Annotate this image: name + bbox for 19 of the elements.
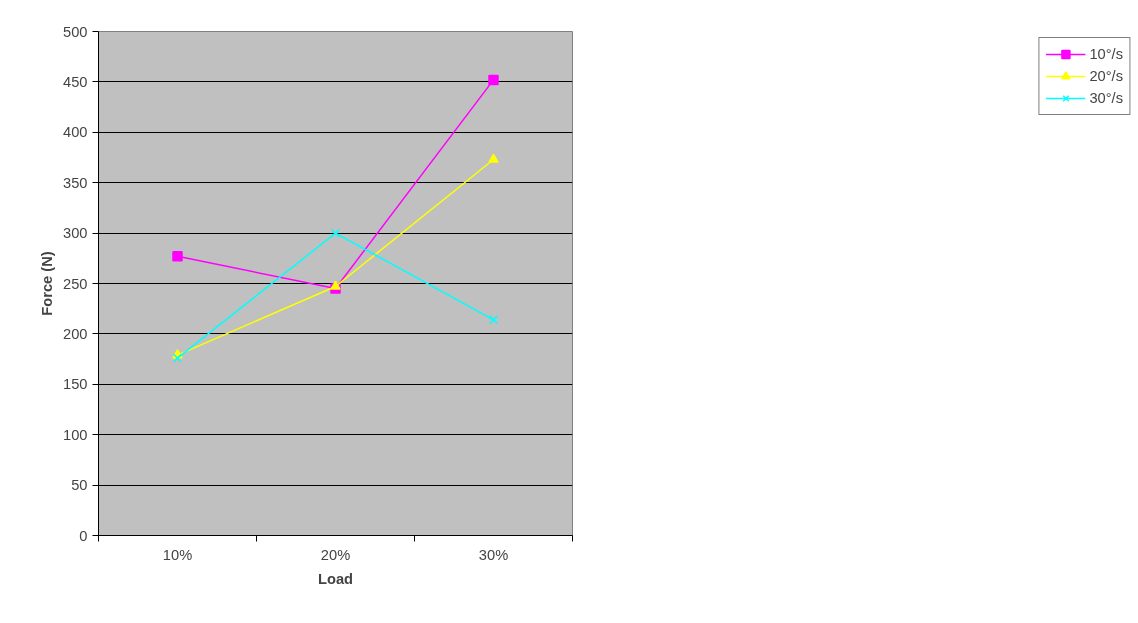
y-tick-label: 200 [63,325,88,342]
x-tick-label: 20% [320,546,351,563]
y-tick-label: 500 [63,23,88,40]
y-tick-label: 50 [71,477,88,494]
y-tick-label: 0 [79,527,88,544]
legend-label: 30°/s [1089,90,1123,106]
legend-label: 10°/s [1089,46,1123,62]
y-axis-title: Force (N) [39,251,56,316]
y-tick-label: 400 [63,124,88,141]
x-tick-label: 30% [478,546,509,563]
y-tick-label: 150 [63,376,88,393]
y-tick-label: 250 [63,275,88,292]
y-tick-label: 450 [63,73,88,90]
legend-label: 20°/s [1089,68,1123,84]
y-tick-label: 100 [63,426,88,443]
x-tick-label: 10% [162,546,193,563]
y-tick-label: 300 [63,225,88,242]
y-tick-label: 350 [63,174,88,191]
x-axis-title: Load [318,570,354,587]
